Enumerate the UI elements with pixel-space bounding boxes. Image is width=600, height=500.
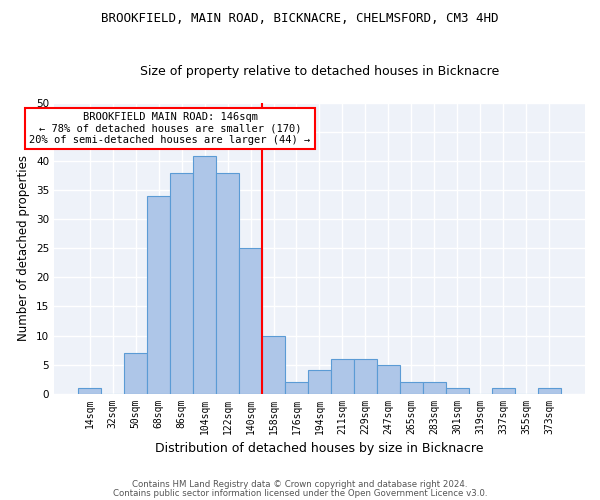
Bar [331,358,354,394]
Text: BROOKFIELD, MAIN ROAD, BICKNACRE, CHELMSFORD, CM3 4HD: BROOKFIELD, MAIN ROAD, BICKNACRE, CHELMS… [101,12,499,26]
Bar [285,382,308,394]
Bar [538,388,561,394]
Bar [400,382,423,394]
Bar [239,248,262,394]
Bar [193,156,216,394]
X-axis label: Distribution of detached houses by size in Bicknacre: Distribution of detached houses by size … [155,442,484,455]
Y-axis label: Number of detached properties: Number of detached properties [17,156,31,342]
Bar [446,388,469,394]
Title: Size of property relative to detached houses in Bicknacre: Size of property relative to detached ho… [140,66,499,78]
Bar [216,173,239,394]
Text: Contains public sector information licensed under the Open Government Licence v3: Contains public sector information licen… [113,489,487,498]
Bar [377,364,400,394]
Bar [124,353,147,394]
Bar [492,388,515,394]
Bar [170,173,193,394]
Text: Contains HM Land Registry data © Crown copyright and database right 2024.: Contains HM Land Registry data © Crown c… [132,480,468,489]
Text: BROOKFIELD MAIN ROAD: 146sqm
← 78% of detached houses are smaller (170)
20% of s: BROOKFIELD MAIN ROAD: 146sqm ← 78% of de… [29,112,311,145]
Bar [262,336,285,394]
Bar [354,358,377,394]
Bar [78,388,101,394]
Bar [147,196,170,394]
Bar [308,370,331,394]
Bar [423,382,446,394]
